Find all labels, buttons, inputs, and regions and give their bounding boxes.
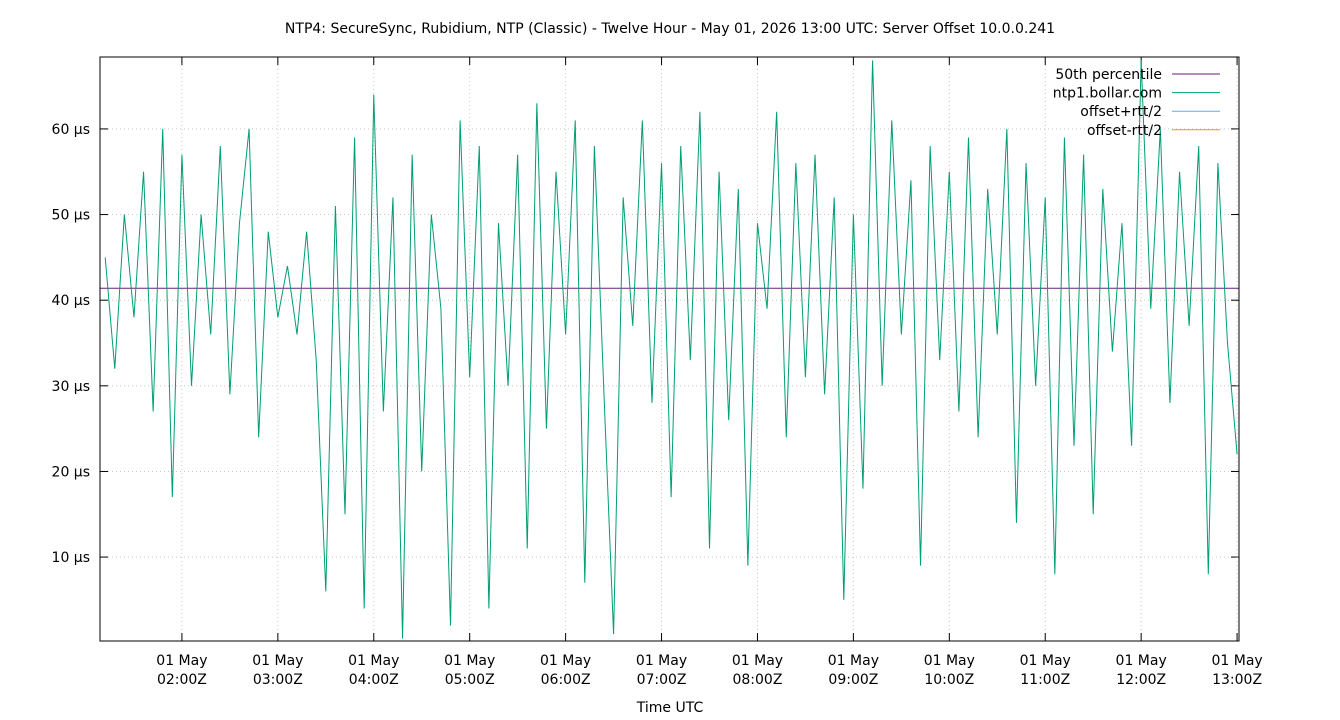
legend-label: ntp1.bollar.com xyxy=(1053,86,1162,102)
x-tick-label: 13:00Z xyxy=(1212,672,1262,688)
legend-label: 50th percentile xyxy=(1055,67,1162,83)
x-tick-label: 01 May xyxy=(636,653,687,669)
series-line xyxy=(104,60,1238,639)
x-tick-label: 04:00Z xyxy=(349,672,399,688)
x-tick-label: 01 May xyxy=(1116,653,1167,669)
x-tick-label: 01 May xyxy=(732,653,783,669)
legend-label: offset+rtt/2 xyxy=(1080,104,1162,120)
legend-label: offset-rtt/2 xyxy=(1087,123,1162,139)
plot-frame xyxy=(99,56,1240,642)
x-tick-label: 06:00Z xyxy=(541,672,591,688)
x-tick-label: 01 May xyxy=(1020,653,1071,669)
x-tick-label: 01 May xyxy=(252,653,303,669)
x-tick-label: 01 May xyxy=(156,653,207,669)
y-tick-label: 20 µs xyxy=(52,464,90,480)
x-tick-label: 09:00Z xyxy=(828,672,878,688)
x-tick-label: 03:00Z xyxy=(253,672,303,688)
x-tick-label: 01 May xyxy=(444,653,495,669)
y-tick-label: 60 µs xyxy=(52,122,90,138)
x-tick-label: 02:00Z xyxy=(157,672,207,688)
y-tick-label: 30 µs xyxy=(52,379,90,395)
x-tick-label: 10:00Z xyxy=(924,672,974,688)
x-tick-label: 01 May xyxy=(540,653,591,669)
chart-title: NTP4: SecureSync, Rubidium, NTP (Classic… xyxy=(285,21,1055,37)
y-tick-label: 40 µs xyxy=(52,293,90,309)
x-tick-label: 05:00Z xyxy=(445,672,495,688)
x-tick-label: 01 May xyxy=(924,653,975,669)
x-tick-label: 08:00Z xyxy=(732,672,782,688)
y-tick-label: 50 µs xyxy=(52,208,90,224)
y-tick-label: 10 µs xyxy=(52,550,90,566)
x-tick-label: 07:00Z xyxy=(637,672,687,688)
x-tick-label: 01 May xyxy=(348,653,399,669)
x-tick-label: 11:00Z xyxy=(1020,672,1070,688)
x-tick-label: 01 May xyxy=(1211,653,1262,669)
x-tick-label: 12:00Z xyxy=(1116,672,1166,688)
x-tick-label: 01 May xyxy=(828,653,879,669)
x-axis-label: Time UTC xyxy=(636,700,704,716)
